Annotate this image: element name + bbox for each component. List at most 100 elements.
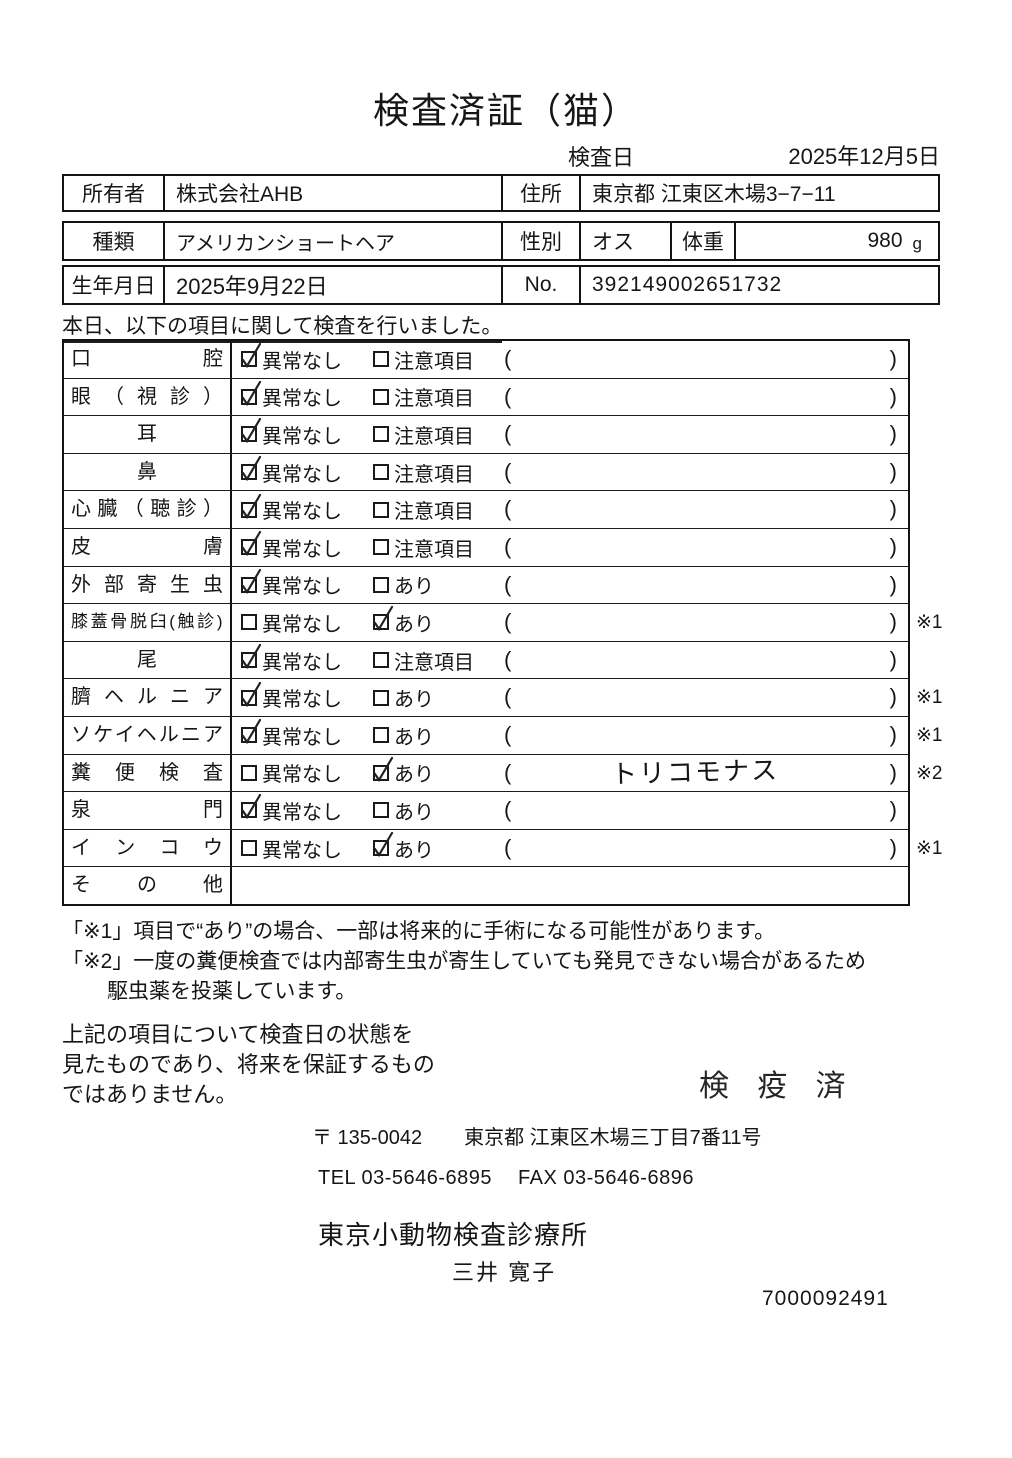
paren-close: ): [889, 533, 897, 559]
checkbox-icon: [241, 380, 262, 406]
check-mark-icon: [241, 418, 262, 444]
row-opt2-label: あり: [394, 839, 434, 862]
row-opt1-label: 異常なし: [262, 501, 342, 524]
row-opt2-checkbox: 注意項目: [373, 642, 474, 679]
check-mark-icon: [373, 756, 394, 782]
weight-value: 980: [867, 229, 903, 252]
row-opt1-checkbox: 異常なし: [241, 717, 342, 754]
row-label: 皮膚: [64, 528, 232, 566]
row-opt2-checkbox: あり: [373, 604, 434, 641]
paren-open: (: [504, 646, 512, 672]
paren-open: (: [504, 458, 512, 484]
weight-label: 体重: [672, 223, 736, 259]
paren-close: ): [889, 797, 897, 823]
row-opt1-label: 異常なし: [262, 538, 342, 561]
row-opt1-checkbox: 異常なし: [241, 491, 342, 528]
row-opt2-label: 注意項目: [394, 388, 474, 411]
row-opt2-checkbox: 注意項目: [373, 379, 474, 416]
row-opt1-checkbox: 異常なし: [241, 830, 342, 867]
row-content: 異常なし あり ( ): [232, 717, 908, 754]
address-label: 住所: [503, 176, 581, 210]
row-opt1-checkbox: 異常なし: [241, 416, 342, 453]
row-opt1-label: 異常なし: [262, 425, 342, 448]
checkbox-icon: [373, 831, 394, 858]
row-opt2-checkbox: 注意項目: [373, 416, 474, 453]
paren-close: ): [889, 421, 897, 447]
row-label: 膝蓋骨脱臼(触診): [64, 604, 232, 641]
row-opt1-label: 異常なし: [262, 726, 342, 749]
row-opt2-checkbox: あり: [373, 792, 434, 829]
row-content: 異常なし 注意項目 ( ): [232, 341, 908, 378]
checkbox-icon: [373, 388, 389, 405]
checklist-body: 口腔 異常なし 注意項目 ( ): [64, 341, 943, 904]
checklist-row: 口腔 異常なし 注意項目 ( ): [64, 341, 908, 378]
owner-table: 所有者 株式会社AHB 住所 東京都 江東区木場3−7−11: [62, 174, 940, 212]
checkbox-icon: [241, 643, 262, 670]
row-content: 異常なし 注意項目 ( ): [232, 454, 908, 491]
paren-close: ): [889, 496, 897, 522]
row-opt2-checkbox: あり: [373, 717, 434, 754]
owner-value: 株式会社AHB: [165, 176, 503, 210]
paren-open: (: [504, 383, 512, 409]
paren-close: ): [889, 609, 897, 635]
row-opt1-checkbox: 異常なし: [241, 379, 342, 416]
row-opt1-label: 異常なし: [262, 764, 342, 787]
paren-open: (: [504, 684, 512, 710]
disclaimer-text: 上記の項目について検査日の状態を 見たものであり、将来を保証するもの ではありま…: [62, 1020, 435, 1110]
veterinarian-name: 三井 寛子: [452, 1260, 557, 1285]
paren-close: ): [889, 346, 897, 371]
checkbox-icon: [373, 501, 389, 518]
row-opt1-checkbox: 異常なし: [241, 755, 342, 792]
row-opt2-checkbox: あり: [373, 679, 434, 716]
checklist-row: 糞便検査 異常なし あり ( トリコモナス ) ※2: [64, 753, 943, 792]
check-mark-icon: [241, 343, 262, 369]
row-label: 鼻: [64, 453, 232, 491]
row-label: ソケイヘルニア: [64, 716, 232, 754]
birthdate-value: 2025年9月22日: [165, 267, 503, 303]
quarantine-stamp: 検 疫 済: [699, 1070, 856, 1103]
row-opt1-checkbox: 異常なし: [241, 792, 342, 829]
clinic-address-line: 〒 135-0042 東京都 江東区木場三丁目7番11号: [312, 1121, 762, 1150]
row-opt1-label: 異常なし: [262, 651, 342, 674]
row-label: 眼（視診）: [64, 378, 232, 416]
row-mark: ※1: [916, 837, 943, 859]
clinic-fax: FAX 03-5646-6896: [518, 1167, 694, 1189]
checkbox-icon: [241, 681, 262, 707]
row-opt1-checkbox: 異常なし: [241, 529, 342, 566]
checklist-row: その他: [64, 866, 908, 904]
clinic-tel: TEL 03-5646-6895: [318, 1167, 493, 1189]
row-opt2-label: あり: [394, 613, 434, 636]
row-mark: ※2: [916, 762, 943, 784]
breed-value: アメリカンショートヘア: [165, 223, 503, 259]
row-opt1-label: 異常なし: [262, 463, 342, 486]
check-mark-icon: [241, 455, 262, 482]
row-opt2-label: 注意項目: [394, 350, 474, 373]
row-opt2-label: あり: [394, 576, 434, 599]
row-content: 異常なし 注意項目 ( ): [232, 642, 908, 679]
row-opt2-label: 注意項目: [394, 651, 474, 674]
row-opt1-checkbox: 異常なし: [241, 642, 342, 679]
checkbox-icon: [241, 343, 262, 369]
paren-close: ): [889, 646, 897, 672]
checklist-row: 皮膚 異常なし 注意項目 ( ): [64, 527, 908, 566]
microchip-no-label: No.: [503, 267, 581, 303]
row-opt2-checkbox: 注意項目: [373, 491, 474, 528]
checkbox-icon: [373, 464, 389, 481]
row-label: 尾: [64, 641, 232, 679]
checkbox-icon: [241, 794, 262, 820]
paren-close: ): [889, 571, 897, 597]
row-content: 異常なし あり ( ): [232, 567, 908, 604]
paren-close: ): [889, 458, 897, 484]
row-opt1-label: 異常なし: [262, 388, 342, 411]
checkbox-icon: [241, 614, 257, 631]
check-mark-icon: [241, 380, 262, 406]
checkbox-icon: [241, 764, 257, 781]
row-content: 異常なし 注意項目 ( ): [232, 529, 908, 566]
row-content: 異常なし 注意項目 ( ): [232, 379, 908, 416]
row-label: 外部寄生虫: [64, 566, 232, 604]
postal-code: 〒 135-0042: [312, 1127, 423, 1149]
row-opt2-checkbox: 注意項目: [373, 454, 474, 491]
sex-value: オス: [581, 223, 672, 259]
row-opt1-checkbox: 異常なし: [241, 454, 342, 491]
